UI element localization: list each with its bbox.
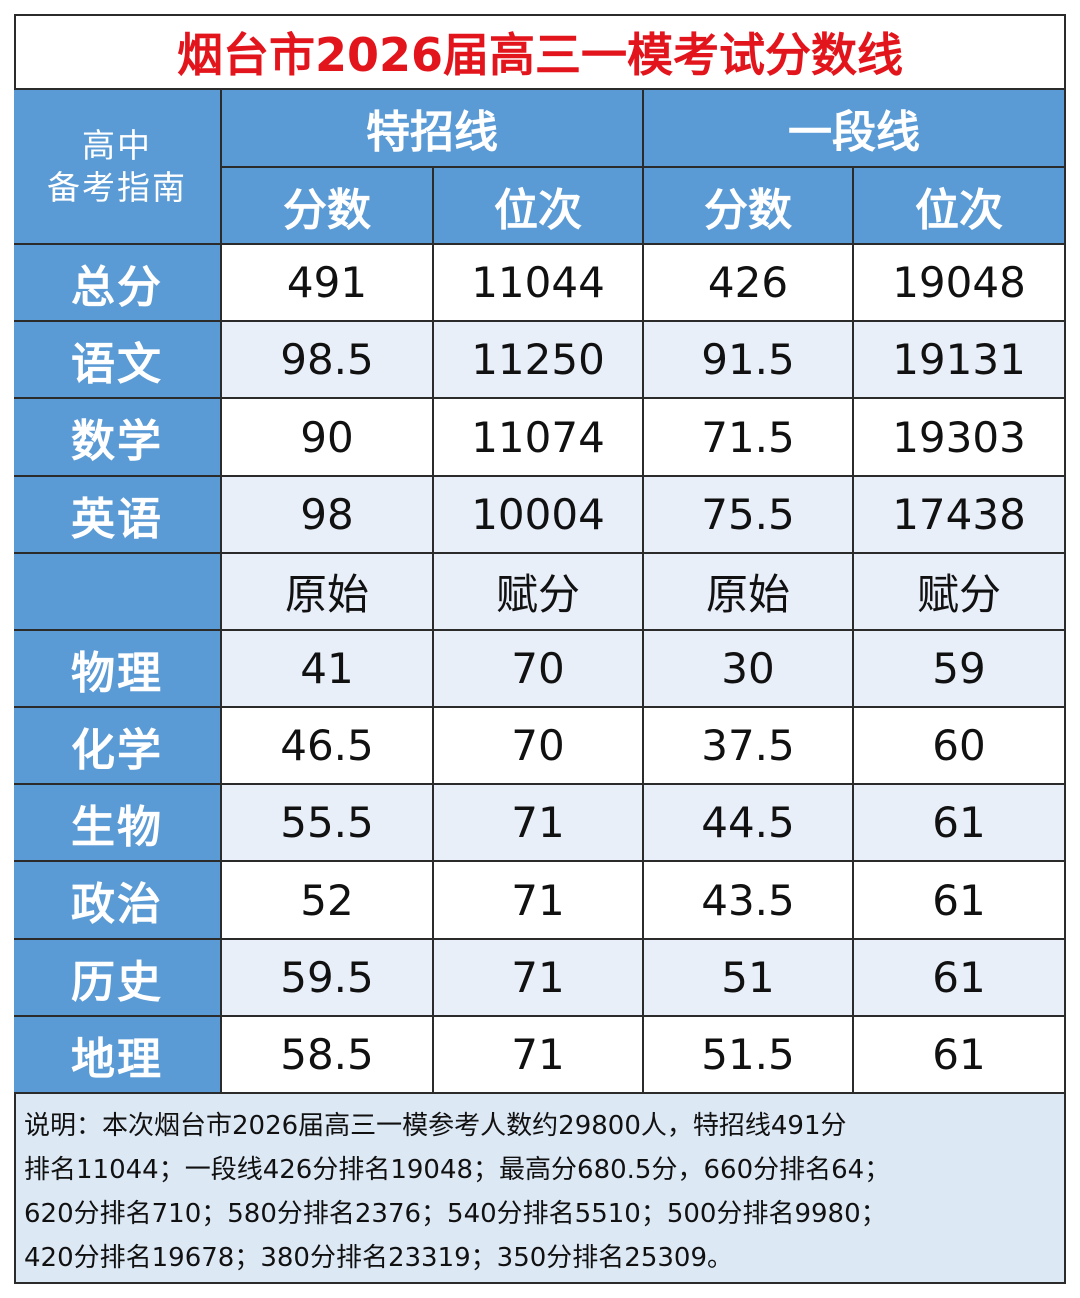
score-cell: 98.5 [222, 322, 434, 399]
corner-line: 高中 [82, 125, 152, 165]
score-cell: 71 [434, 862, 644, 940]
note-line: 420分排名19678；380分排名23319；350分排名25309。 [24, 1243, 734, 1273]
score-cell: 17438 [854, 477, 1066, 554]
score-cell: 59.5 [222, 940, 434, 1017]
sub-header: 位次 [434, 168, 644, 245]
score-cell: 91.5 [644, 322, 854, 399]
score-cell: 51 [644, 940, 854, 1017]
title: 烟台市2026届高三一模考试分数线 [14, 14, 1066, 90]
row-label: 总分 [14, 245, 222, 322]
score-cell: 426 [644, 245, 854, 322]
corner-line: 备考指南 [47, 167, 187, 207]
note-line: 620分排名710；580分排名2376；540分排名5510；500分排名99… [24, 1199, 887, 1229]
score-cell: 71 [434, 1017, 644, 1094]
score-cell: 43.5 [644, 862, 854, 940]
score-cell: 98 [222, 477, 434, 554]
score-cell: 41 [222, 631, 434, 708]
score-cell: 19048 [854, 245, 1066, 322]
score-cell: 58.5 [222, 1017, 434, 1094]
row-label: 生物 [14, 785, 222, 862]
score-cell: 51.5 [644, 1017, 854, 1094]
score-cell: 70 [434, 631, 644, 708]
row-label: 数学 [14, 399, 222, 477]
score-cell: 61 [854, 940, 1066, 1017]
score-cell: 71 [434, 785, 644, 862]
score-cell: 61 [854, 785, 1066, 862]
score-cell: 11044 [434, 245, 644, 322]
sub-header: 原始 [222, 554, 434, 631]
score-cell: 52 [222, 862, 434, 940]
score-cell: 71 [434, 940, 644, 1017]
score-cell: 60 [854, 708, 1066, 785]
row-label: 地理 [14, 1017, 222, 1094]
sub-header: 分数 [222, 168, 434, 245]
note-line: 说明：本次烟台市2026届高三一模参考人数约29800人，特招线491分 [24, 1111, 847, 1141]
sub-header: 分数 [644, 168, 854, 245]
row-label: 历史 [14, 940, 222, 1017]
score-cell: 19131 [854, 322, 1066, 399]
score-cell: 11074 [434, 399, 644, 477]
sub-header: 赋分 [854, 554, 1066, 631]
score-cell: 55.5 [222, 785, 434, 862]
score-cell: 37.5 [644, 708, 854, 785]
row-label: 政治 [14, 862, 222, 940]
row-label: 化学 [14, 708, 222, 785]
group-header: 特招线 [222, 90, 644, 168]
score-cell: 71.5 [644, 399, 854, 477]
score-cell: 11250 [434, 322, 644, 399]
sub-header: 位次 [854, 168, 1066, 245]
note: 说明：本次烟台市2026届高三一模参考人数约29800人，特招线491分排名11… [14, 1094, 1066, 1284]
score-cell: 30 [644, 631, 854, 708]
score-cell: 70 [434, 708, 644, 785]
score-cell: 90 [222, 399, 434, 477]
group-header: 一段线 [644, 90, 1066, 168]
score-cell: 19303 [854, 399, 1066, 477]
corner: 高中 备考指南 [14, 90, 222, 245]
sub-header: 原始 [644, 554, 854, 631]
score-cell: 61 [854, 862, 1066, 940]
row-label: 物理 [14, 631, 222, 708]
score-cell: 59 [854, 631, 1066, 708]
score-cell: 75.5 [644, 477, 854, 554]
sub-header: 赋分 [434, 554, 644, 631]
score-cell: 61 [854, 1017, 1066, 1094]
row-label [14, 554, 222, 631]
score-cell: 46.5 [222, 708, 434, 785]
note-line: 排名11044；一段线426分排名19048；最高分680.5分，660分排名6… [24, 1155, 891, 1185]
score-cell: 491 [222, 245, 434, 322]
row-label: 语文 [14, 322, 222, 399]
score-cell: 44.5 [644, 785, 854, 862]
row-label: 英语 [14, 477, 222, 554]
score-cell: 10004 [434, 477, 644, 554]
